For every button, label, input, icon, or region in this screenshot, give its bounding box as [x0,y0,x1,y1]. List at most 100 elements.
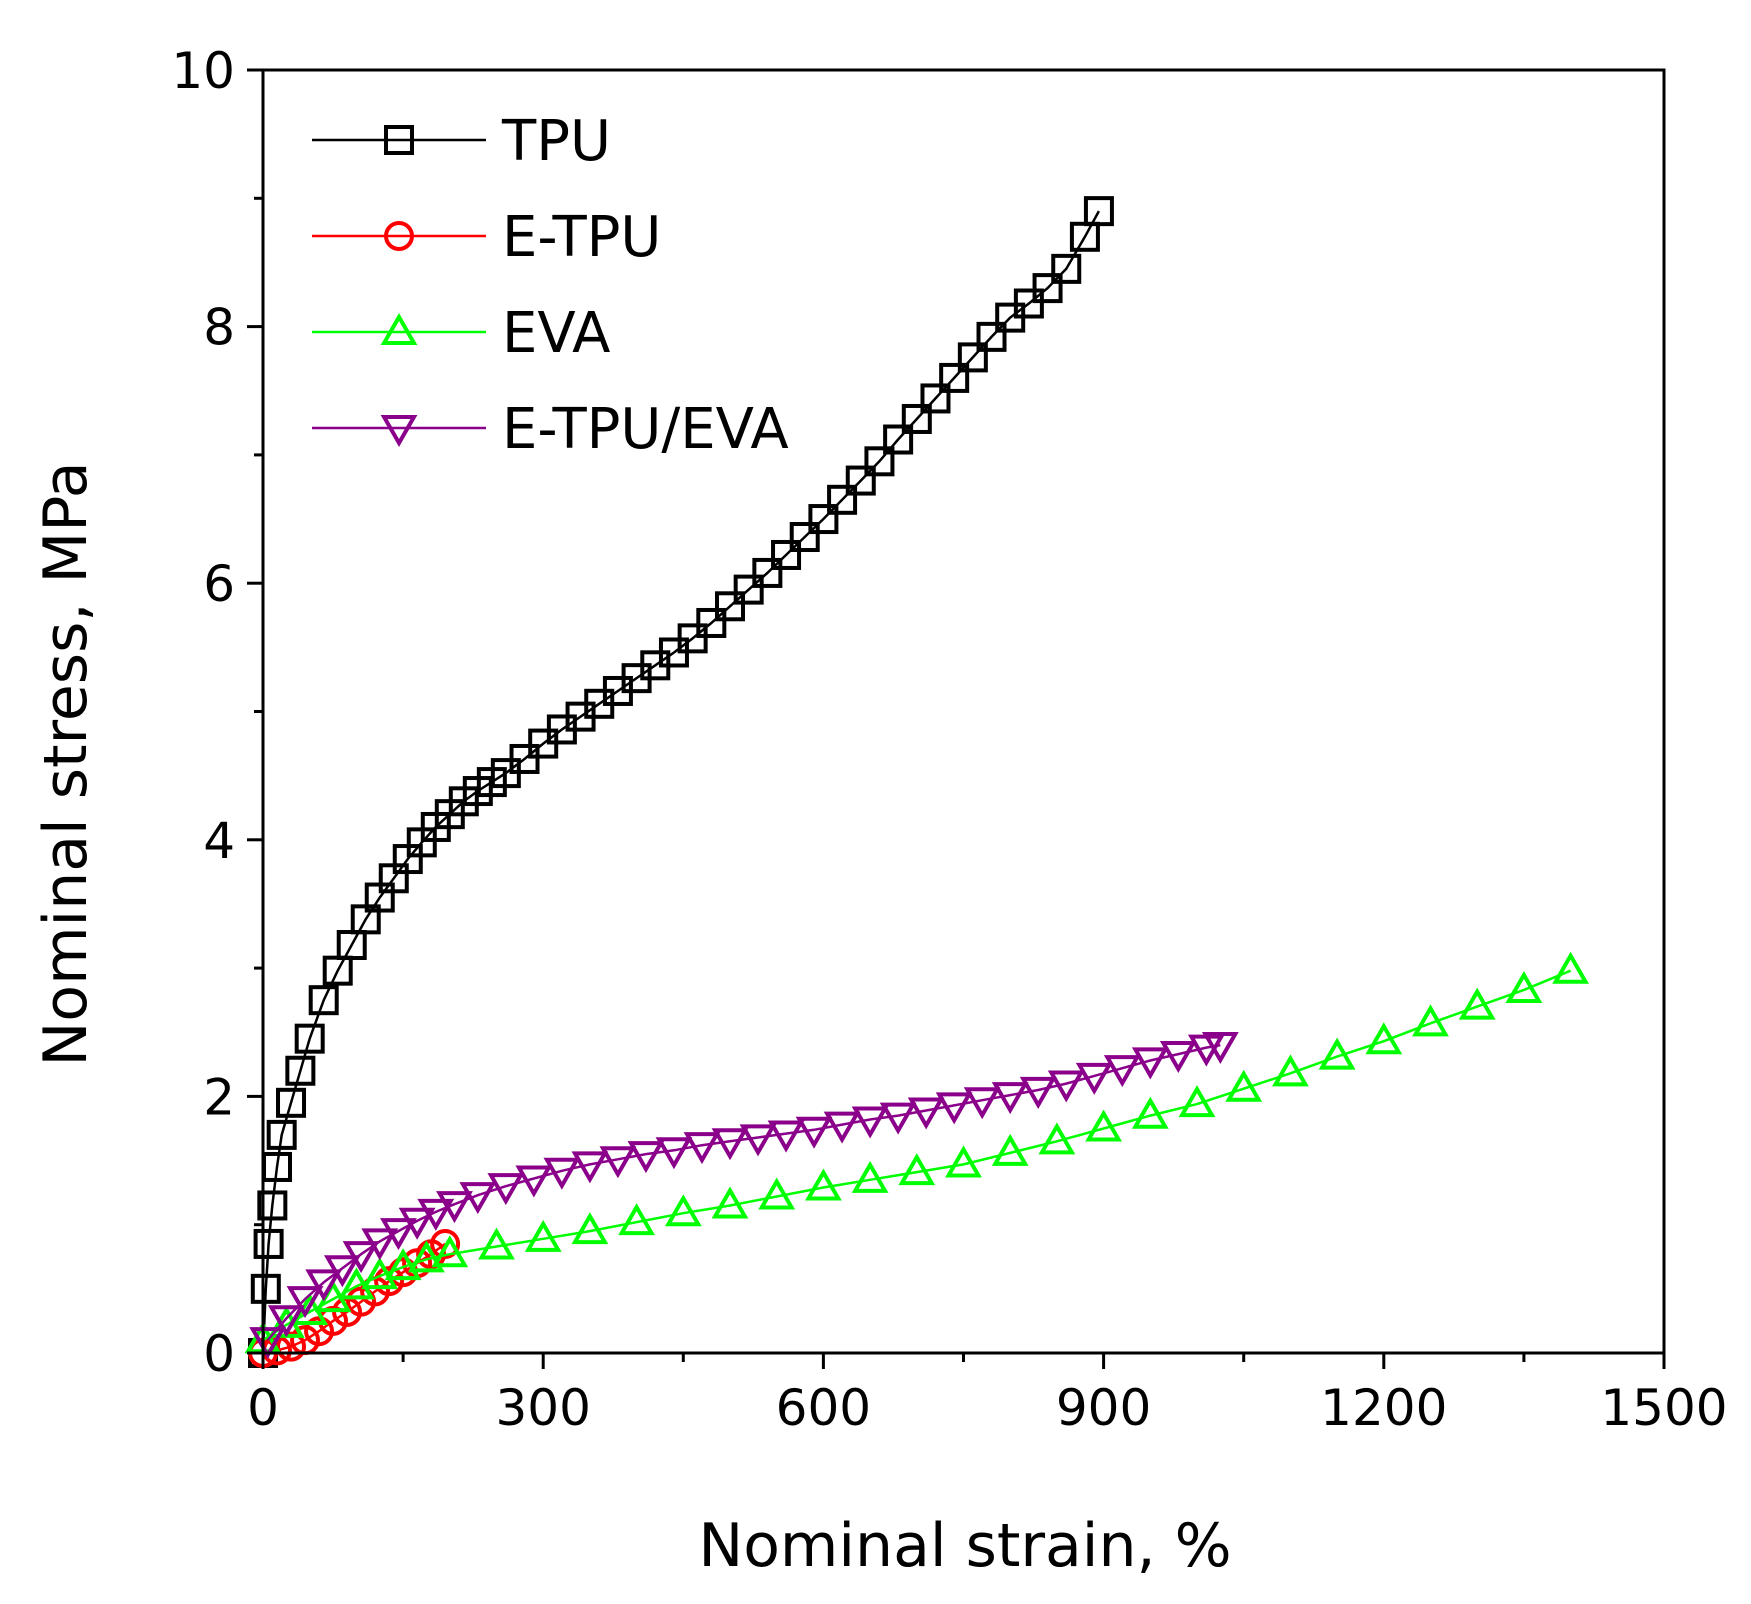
data-point-e-tpu-eva [1103,1055,1141,1088]
data-point-e-tpu-eva [1131,1047,1169,1080]
data-point-tpu [827,484,858,515]
data-point-tpu [1083,196,1114,227]
legend-marker [384,125,414,155]
data-point-e-tpu-eva [543,1157,581,1190]
data-point-eva [337,1267,375,1300]
data-point-eva [1552,951,1590,984]
data-point-tpu [883,424,914,455]
data-point-e-tpu-eva [907,1097,945,1130]
data-point-eva [361,1257,399,1290]
data-point-e-tpu-eva [361,1228,399,1261]
data-point-e-tpu-eva [599,1146,637,1179]
data-point-e-tpu-eva [935,1092,973,1125]
legend-entry-tpu: TPU [312,109,611,174]
data-point-tpu [1032,273,1063,304]
data-point-e-tpu-eva [459,1182,497,1215]
data-point-tpu [285,1055,316,1086]
y-tick-label: 4 [203,812,235,870]
legend-marker [380,414,418,447]
data-point-eva [1458,987,1496,1020]
data-point-eva [478,1227,515,1260]
axes-layer: 0 300 600 900 1200 1500 0 2 4 6 8 10 [171,42,1727,1437]
x-tick-label: 900 [1056,1379,1151,1437]
y-tick-label: 0 [203,1325,235,1383]
data-point-e-tpu-eva [286,1286,324,1319]
data-point-tpu [939,362,970,393]
data-point-eva [851,1160,889,1193]
data-point-tpu [789,522,820,553]
data-point-e-tpu-eva [342,1241,380,1274]
data-point-eva [1131,1096,1169,1129]
data-point-e-tpu-eva [571,1151,609,1184]
data-point-eva [1318,1037,1356,1070]
x-tick-label: 1500 [1600,1379,1727,1437]
series-eva [244,951,1590,1354]
data-point-e-tpu-eva [683,1132,721,1165]
data-point-tpu [276,1087,307,1118]
series-line-tpu [261,210,1100,1354]
data-point-eva [711,1186,749,1219]
data-point-eva [991,1133,1029,1166]
x-tick-label: 1200 [1320,1379,1447,1437]
x-tick-label: 300 [495,1379,590,1437]
x-axis-title: Nominal strain, % [698,1511,1231,1581]
data-point-tpu [1051,253,1082,284]
data-point-tpu [696,607,727,638]
data-point-tpu [901,403,932,434]
data-point-eva [431,1235,469,1268]
data-point-e-tpu-eva [795,1116,833,1149]
data-point-tpu [253,1228,284,1259]
data-point-e-tpu-eva [991,1082,1029,1115]
data-point-e-tpu-eva [1047,1070,1085,1103]
data-point-tpu [864,446,895,477]
data-point-eva [664,1194,702,1227]
data-point-eva [1085,1109,1123,1142]
data-point-tpu [976,321,1007,352]
data-point-e-tpu-eva [1075,1062,1113,1095]
data-point-tpu [257,1190,288,1221]
legend-entry-e-tpu-eva: E-TPU/EVA [312,397,789,462]
data-point-tpu [771,539,802,570]
data-point-e-tpu-eva [267,1305,305,1338]
legend-label: TPU [501,109,611,174]
legend-marker [384,221,414,251]
data-point-eva [1412,1004,1449,1037]
data-point-tpu [808,504,839,535]
data-point-e-tpu-eva [1019,1076,1057,1109]
data-point-e-tpu-eva [380,1218,417,1251]
legend-label: E-TPU/EVA [502,397,789,462]
legend-label: E-TPU [502,205,661,270]
data-point-eva [804,1168,842,1201]
data-point-eva [1271,1054,1309,1087]
legend: TPU E-TPU EVA E-TPU/EVA [312,109,789,462]
data-point-e-tpu [276,1331,307,1362]
data-point-tpu [733,574,764,605]
data-point-e-tpu-eva [627,1141,665,1174]
data-point-eva [945,1145,982,1178]
data-point-e-tpu-eva [1159,1041,1197,1074]
legend-label: EVA [502,301,610,366]
data-point-e-tpu-eva [879,1102,917,1135]
legend-entry-e-tpu: E-TPU [312,205,661,270]
y-tick-label: 6 [203,555,235,613]
data-point-tpu [957,342,988,373]
y-tick-label: 10 [171,42,235,100]
series-e-tpu-eva [249,1032,1239,1360]
data-point-e-tpu-eva [739,1124,777,1157]
data-point-e-tpu-eva [417,1198,455,1231]
data-point-tpu [752,557,783,588]
data-point-tpu [845,465,876,496]
data-point-eva [1225,1069,1263,1102]
data-point-eva [1178,1085,1216,1118]
data-point-e-tpu-eva [767,1120,805,1153]
data-point-e-tpu-eva [515,1165,553,1198]
data-point-e-tpu-eva [963,1087,1001,1120]
data-point-e-tpu-eva [487,1173,525,1206]
data-point-e-tpu-eva [823,1111,861,1144]
data-point-eva [524,1219,562,1252]
legend-entry-eva: EVA [312,301,610,366]
y-tick-label: 8 [203,299,235,357]
x-tick-label: 0 [247,1379,279,1437]
legend-marker [380,313,418,346]
